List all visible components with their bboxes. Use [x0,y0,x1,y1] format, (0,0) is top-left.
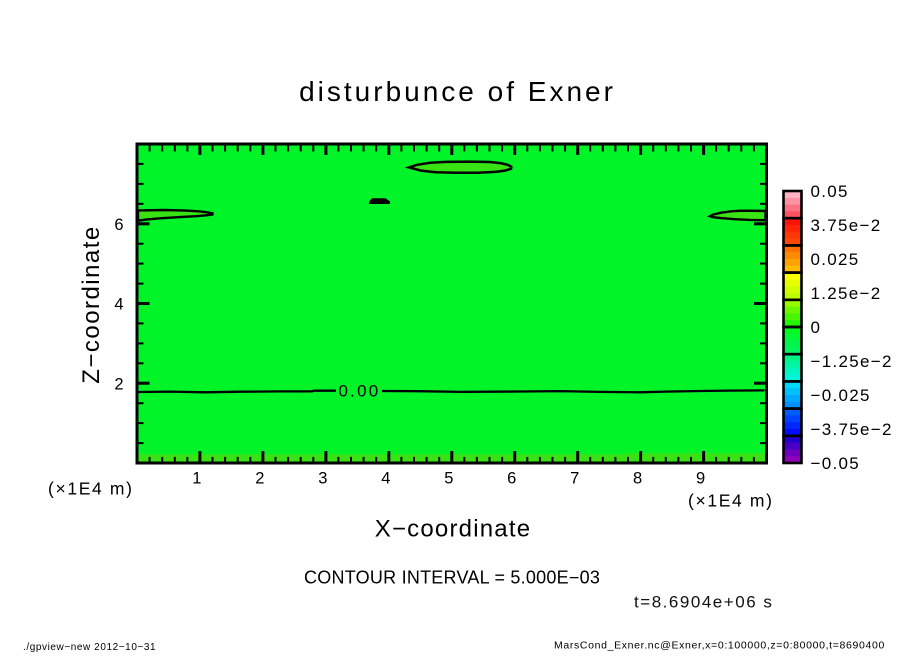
svg-text:1: 1 [192,469,201,487]
svg-text:6: 6 [114,216,123,234]
svg-text:4: 4 [381,469,390,487]
svg-text:0.00: 0.00 [339,381,381,400]
svg-text:5: 5 [444,469,453,487]
svg-text:8: 8 [633,469,642,487]
svg-text:0: 0 [811,318,822,337]
svg-text:2: 2 [114,375,123,393]
svg-text:CONTOUR INTERVAL = 5.000E−03: CONTOUR INTERVAL = 5.000E−03 [304,567,600,587]
svg-text:t=8.6904e+06 s: t=8.6904e+06 s [634,593,773,612]
svg-text:−1.25e−2: −1.25e−2 [811,352,893,371]
svg-text:X−coordinate: X−coordinate [375,516,532,543]
svg-text:./gpview−new 2012−10−31: ./gpview−new 2012−10−31 [23,642,156,653]
svg-text:(×1E4 m): (×1E4 m) [48,479,134,499]
svg-text:2: 2 [255,469,264,487]
svg-text:4: 4 [114,296,123,314]
svg-text:disturbunce of Exner: disturbunce of Exner [299,76,616,107]
svg-text:1.25e−2: 1.25e−2 [811,284,882,303]
svg-text:9: 9 [696,469,705,487]
svg-text:(×1E4 m): (×1E4 m) [688,491,774,511]
svg-text:−0.05: −0.05 [811,454,861,473]
svg-text:6: 6 [507,469,516,487]
svg-text:3.75e−2: 3.75e−2 [811,216,882,235]
svg-text:0.025: 0.025 [811,250,860,269]
svg-text:MarsCond_Exner.nc@Exner,x=0:10: MarsCond_Exner.nc@Exner,x=0:100000,z=0:8… [554,640,885,652]
svg-text:−0.025: −0.025 [811,386,871,405]
svg-text:7: 7 [570,469,579,487]
svg-text:0.05: 0.05 [811,182,849,201]
svg-text:Z−coordinate: Z−coordinate [78,225,105,383]
svg-text:3: 3 [318,469,327,487]
svg-text:−3.75e−2: −3.75e−2 [811,420,893,439]
